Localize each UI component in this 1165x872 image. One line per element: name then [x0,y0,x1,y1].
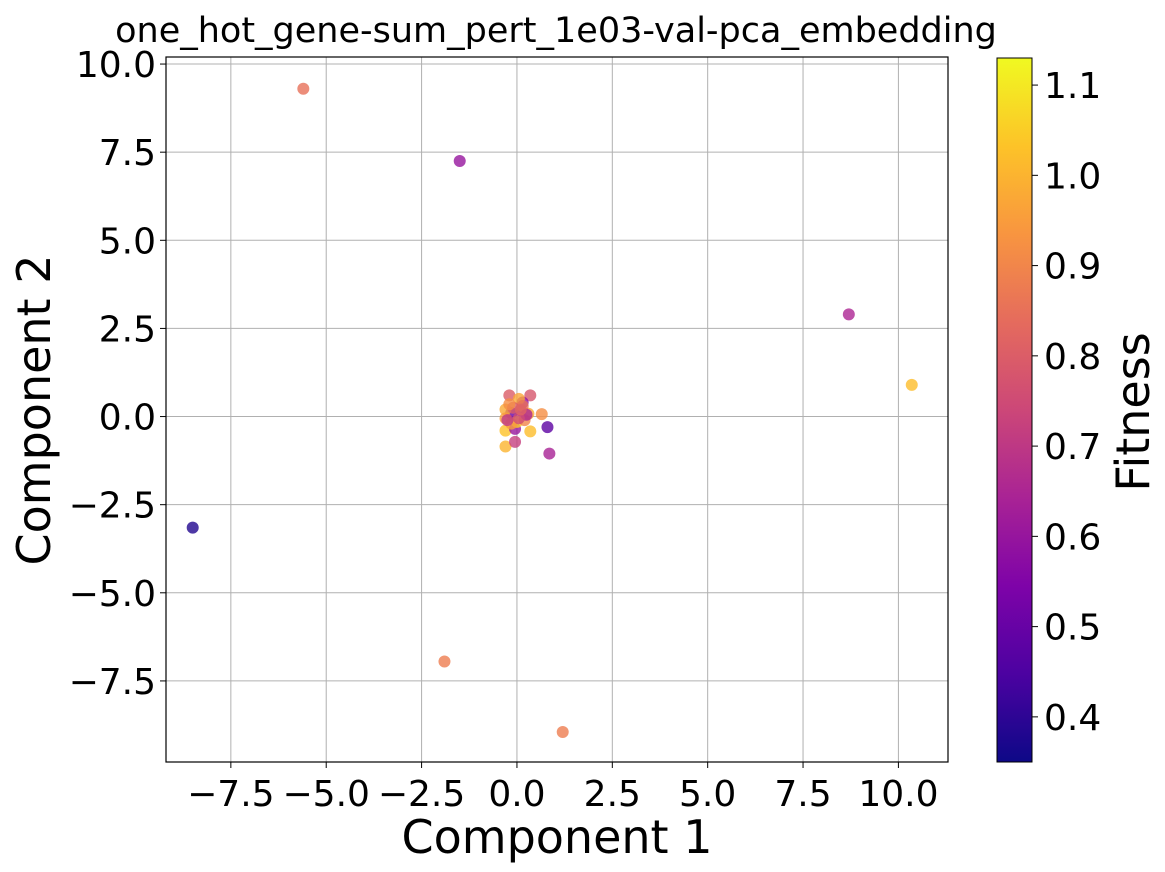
y-tick-label: −7.5 [69,662,156,703]
x-tick-label: −7.5 [187,774,274,815]
data-point [541,421,554,434]
y-tick-label: 2.5 [99,309,156,350]
data-point [556,726,569,739]
x-tick-label: 10.0 [858,774,938,815]
x-tick-label: −2.5 [378,774,465,815]
data-point [543,447,556,460]
data-point [905,378,918,391]
colorbar-tick-label: 0.5 [1044,608,1101,649]
data-point [453,154,466,167]
data-point [535,408,548,421]
y-tick-label: 10.0 [76,45,156,86]
x-tick-label: 2.5 [584,774,641,815]
data-point [499,440,512,453]
data-point [503,398,516,411]
grid [166,57,948,762]
y-axis-label: Component 2 [7,255,61,566]
y-tick-label: −2.5 [69,486,156,527]
data-point [503,389,516,402]
colorbar-label: Fitness [1106,332,1160,491]
y-axis-ticks: −7.5 −5.0 −2.5 0.0 2.5 5.0 7.5 10.0 [69,45,166,703]
data-point [524,389,537,402]
x-axis-ticks: −7.5 −5.0 −2.5 0.0 2.5 5.0 7.5 10.0 [187,762,938,815]
x-tick-label: −5.0 [283,774,370,815]
data-point [297,82,310,95]
colorbar-tick-label: 0.7 [1044,427,1101,468]
colorbar-tick-label: 0.9 [1044,247,1101,288]
x-tick-label: 0.0 [488,774,545,815]
data-point [438,655,451,668]
x-tick-label: 7.5 [774,774,831,815]
colorbar [996,57,1033,763]
colorbar-tick-label: 0.4 [1044,698,1101,739]
data-point [509,435,522,448]
colorbar-ticks: 0.4 0.5 0.6 0.7 0.8 0.9 1.0 1.1 [1032,66,1101,739]
colorbar-tick-label: 1.0 [1044,156,1101,197]
data-point [501,414,514,427]
y-tick-label: 7.5 [99,133,156,174]
y-tick-label: −5.0 [69,574,156,615]
colorbar-tick-label: 0.8 [1044,337,1101,378]
y-tick-label: 0.0 [99,398,156,439]
colorbar-tick-label: 1.1 [1044,66,1101,107]
y-tick-label: 5.0 [99,221,156,262]
data-point [842,308,855,321]
x-tick-label: 5.0 [679,774,736,815]
x-axis-label: Component 1 [402,810,713,864]
colorbar-tick-label: 0.6 [1044,517,1101,558]
data-point [514,403,527,416]
chart-title: one_hot_gene-sum_pert_1e03-val-pca_embed… [115,11,997,51]
data-point [524,425,537,438]
data-points [186,82,918,739]
plot-frame [165,56,949,763]
data-point [186,521,199,534]
